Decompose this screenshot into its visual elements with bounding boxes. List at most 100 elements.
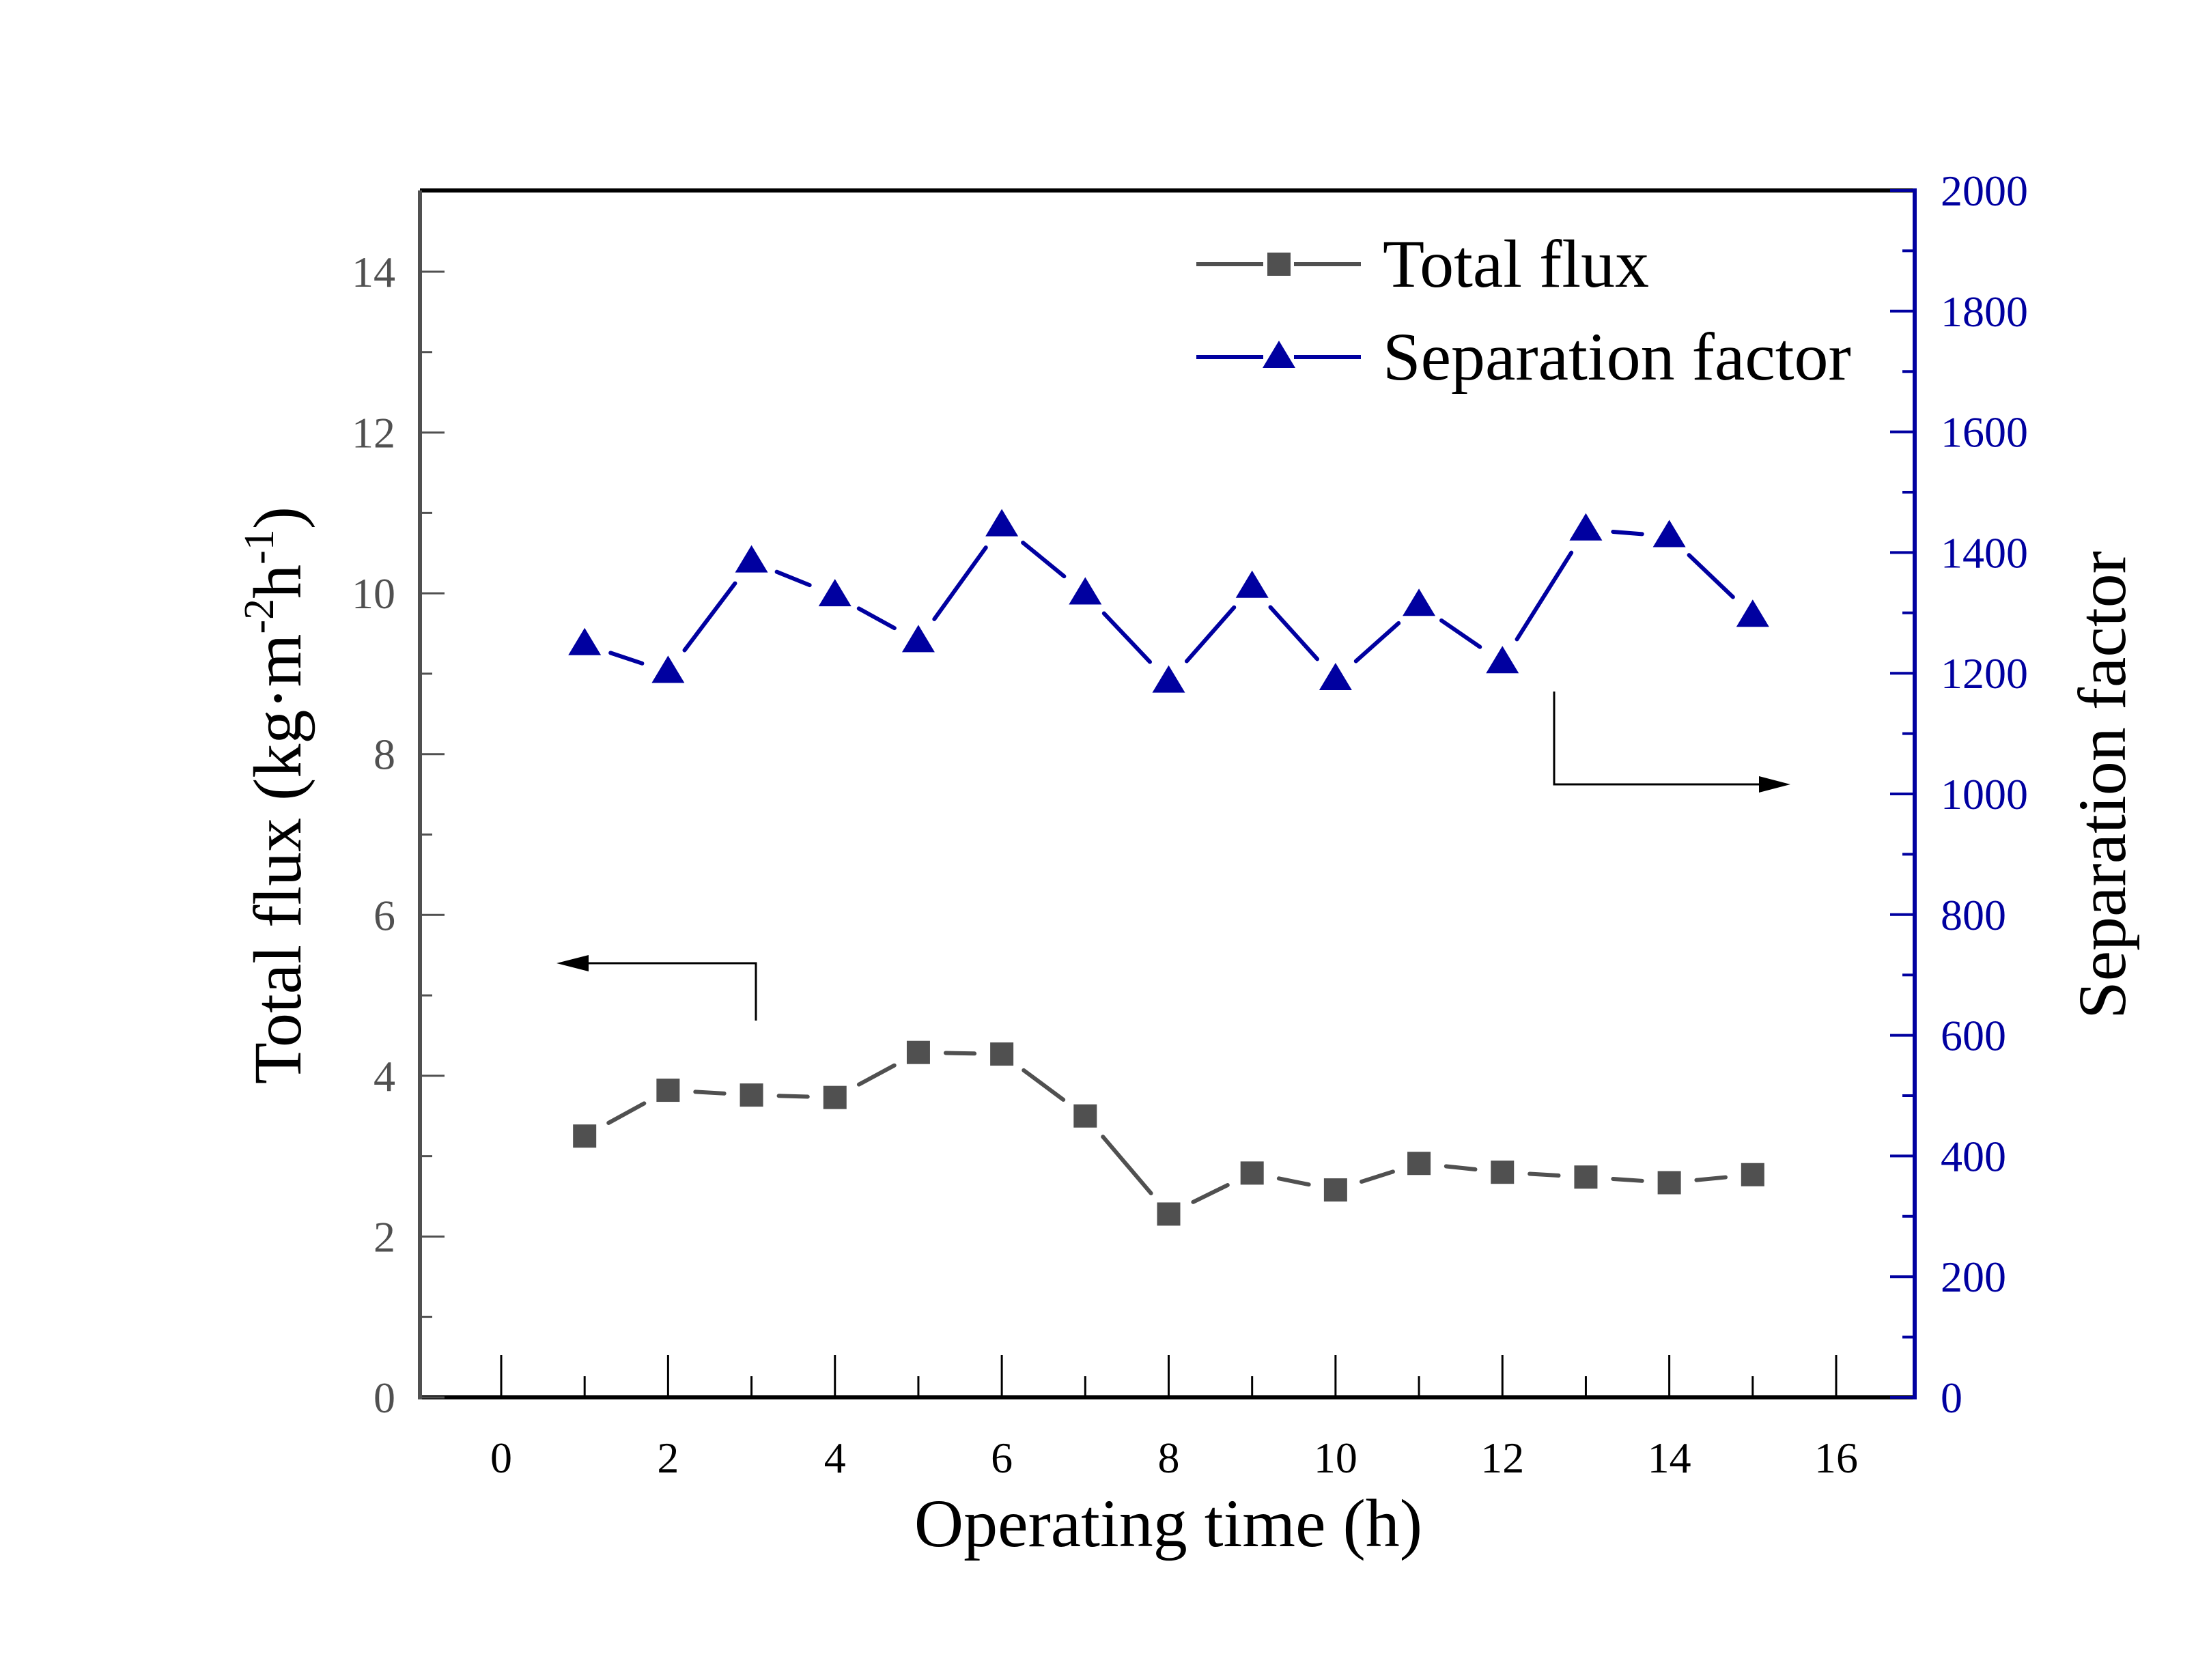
legend-item: Total flux: [1196, 226, 1649, 302]
series-segment: [932, 545, 988, 621]
series-segment: [1611, 529, 1644, 537]
y-left-axis: 0 2 4 6 8 10 12 14: [352, 248, 445, 1422]
data-point-triangle: [1235, 570, 1269, 598]
y-left-tick-label: 8: [374, 730, 395, 779]
legend: Total flux Separation factor: [1196, 226, 1851, 395]
series-segment: [1515, 550, 1574, 642]
series-segment: [1101, 1135, 1153, 1195]
y-left-label-main: Total flux (kg·m: [240, 634, 315, 1085]
data-point-triangle: [1069, 577, 1102, 605]
x-axis-label: Operating time (h): [914, 1485, 1422, 1561]
series-segment: [856, 606, 897, 631]
x-tick-label: 12: [1480, 1434, 1524, 1482]
data-point-triangle: [1486, 646, 1519, 674]
data-point-square: [823, 1085, 847, 1109]
x-tick-label: 6: [991, 1434, 1013, 1482]
series-segment: [774, 569, 812, 588]
series-segment: [1611, 1176, 1644, 1183]
arrow-to-left-axis: [557, 955, 757, 1021]
series-segment: [693, 1090, 727, 1096]
data-point-square: [1407, 1152, 1431, 1176]
y-left-tick-label: 10: [352, 569, 395, 618]
y-right-tick-label: 1000: [1941, 770, 2028, 818]
x-tick-label: 2: [657, 1434, 679, 1482]
x-tick-label: 14: [1648, 1434, 1691, 1482]
y-left-tick-label: 14: [352, 248, 395, 296]
data-point-square: [1073, 1104, 1097, 1128]
series-segment: [1439, 618, 1482, 649]
data-point-triangle: [735, 545, 768, 573]
data-point-square: [1323, 1178, 1347, 1202]
data-point-square: [1491, 1161, 1515, 1184]
data-point-triangle: [1152, 665, 1185, 693]
y-left-label-end: ): [240, 507, 315, 529]
y-right-axis: 0 200 400 600 800 1000 1200 1400 1600 1800 2000: [1890, 167, 2028, 1422]
y-left-tick-label: 0: [374, 1373, 395, 1422]
series-segment: [1444, 1164, 1478, 1171]
data-point-square: [573, 1124, 597, 1148]
legend-label: Total flux: [1383, 226, 1649, 302]
series-separation-factor: [568, 509, 1769, 693]
data-point-triangle: [818, 579, 851, 607]
y-right-tick-label: 200: [1941, 1253, 2006, 1301]
y-right-tick-label: 2000: [1941, 167, 2028, 215]
annotations: [557, 692, 1790, 1021]
legend-marker-square: [1267, 253, 1291, 276]
x-tick-label: 0: [490, 1434, 512, 1482]
data-point-square: [1240, 1161, 1264, 1185]
series-segment: [608, 651, 645, 666]
y-left-label-sup1: -2: [236, 599, 283, 634]
data-point-square: [1157, 1202, 1181, 1226]
series-segment: [1353, 621, 1401, 664]
y-left-tick-label: 12: [352, 409, 395, 457]
y-left-tick-label: 2: [374, 1212, 395, 1261]
data-point-triangle: [901, 625, 935, 653]
x-tick-label: 8: [1158, 1434, 1180, 1482]
x-tick-label: 4: [824, 1434, 846, 1482]
y-right-tick-label: 1800: [1941, 287, 2028, 336]
y-left-label-mid: h: [240, 565, 315, 599]
x-tick-label: 10: [1314, 1434, 1357, 1482]
y-right-tick-label: 0: [1941, 1373, 1962, 1422]
y-right-tick-label: 600: [1941, 1012, 2006, 1060]
y-left-tick-label: 4: [374, 1052, 395, 1100]
series-segment: [1021, 540, 1067, 579]
arrow-line: [1553, 692, 1760, 786]
data-point-triangle: [1652, 519, 1686, 547]
series-segment: [1276, 1176, 1311, 1187]
series-segment: [1022, 1068, 1066, 1102]
series-layer: [568, 509, 1769, 1226]
series-segment: [1528, 1171, 1561, 1178]
legend-item: Separation factor: [1196, 319, 1851, 395]
y-left-label-sup2: -1: [236, 529, 283, 565]
y-right-tick-label: 1200: [1941, 649, 2028, 698]
series-segment: [856, 1063, 897, 1087]
y-right-axis-label: Separation factor: [2064, 551, 2140, 1019]
y-right-tick-label: 800: [1941, 891, 2006, 939]
y-left-axis-label: Total flux (kg·m-2h-1): [236, 507, 315, 1084]
series-segment: [1359, 1169, 1395, 1184]
data-point-square: [1741, 1163, 1764, 1186]
data-point-triangle: [1403, 588, 1436, 616]
y-right-tick-label: 400: [1941, 1132, 2006, 1180]
data-point-square: [1657, 1171, 1681, 1195]
data-point-square: [740, 1083, 763, 1107]
data-point-triangle: [1569, 513, 1603, 541]
y-left-tick-label: 6: [374, 891, 395, 939]
x-tick-label: 16: [1814, 1434, 1858, 1482]
series-segment: [682, 581, 737, 653]
series-segment: [606, 1101, 647, 1125]
series-segment: [1191, 1183, 1230, 1204]
series-segment: [1694, 1175, 1728, 1182]
data-point-triangle: [985, 509, 1019, 537]
x-axis: 0 2 4 6 8 10 12 14 16: [490, 1355, 1858, 1482]
y-right-tick-label: 1400: [1941, 528, 2028, 577]
data-point-square: [1574, 1165, 1598, 1189]
series-segment: [1687, 553, 1735, 599]
legend-marker-triangle: [1263, 341, 1295, 368]
series-segment: [1101, 611, 1153, 664]
data-point-square: [990, 1042, 1014, 1066]
series-segment: [1268, 605, 1320, 661]
series-segment: [1184, 605, 1237, 664]
